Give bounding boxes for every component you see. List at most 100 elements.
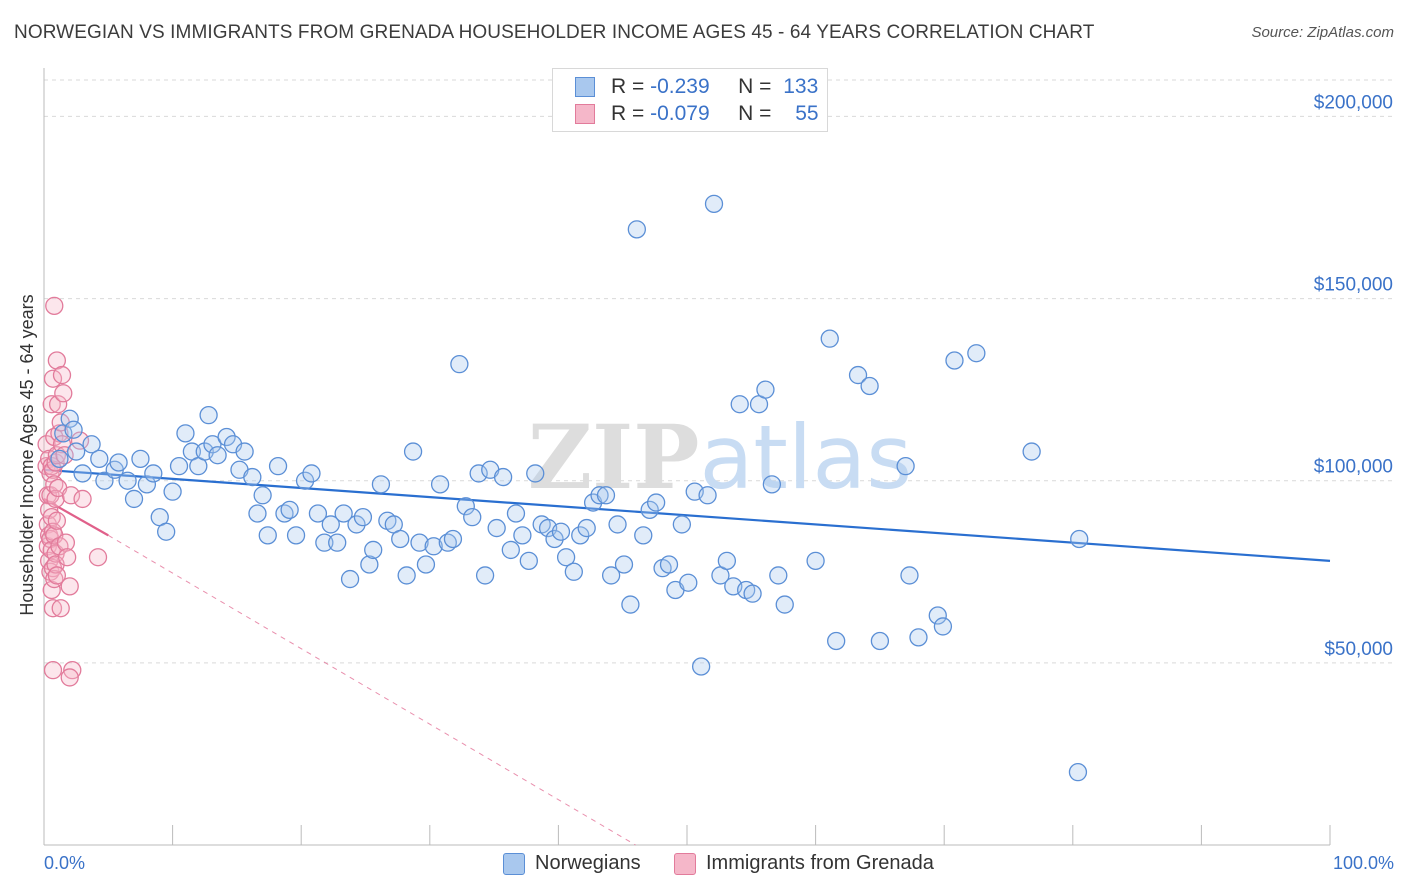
point-norwegian [621,595,640,614]
point-norwegian [827,631,846,651]
x-tick-label-min: 0.0% [44,853,85,873]
trend-norwegians [43,468,1331,562]
point-norwegian [131,449,150,469]
legend-row-norwegians: R = -0.239 N = 133 [575,74,818,100]
y-axis-title: Householder Income Ages 45 - 64 years [17,294,37,615]
point-grenada [60,668,79,687]
point-norwegian [659,555,679,574]
point-norwegian [397,566,416,585]
point-norwegian [608,515,627,534]
y-tick-label: $100,000 [1314,457,1393,478]
point-norwegian [646,493,666,512]
point-norwegian [50,449,69,469]
point-grenada [54,384,73,403]
point-grenada [43,460,63,479]
point-norwegian [360,555,379,574]
point-norwegian [450,354,469,374]
point-norwegian [806,551,825,571]
point-norwegian [704,194,724,214]
point-norwegian [519,551,538,571]
point-norwegian [848,365,868,385]
point-grenada [73,489,92,509]
point-norwegian [860,376,879,396]
trend-grenada [43,497,109,537]
source-label: Source: ZipAtlas.com [1251,24,1394,41]
point-norwegian [691,657,711,676]
y-tick-label: $50,000 [1324,639,1393,660]
point-norwegian [73,464,92,483]
point-norwegian [526,464,545,483]
point-norwegian [60,409,79,428]
point-norwegian [67,442,86,461]
point-norwegian [775,595,794,614]
point-norwegian [769,566,788,585]
point-norwegian [253,486,272,505]
point-norwegian [286,526,306,545]
point-norwegian [564,562,583,581]
trend-lines [43,468,1331,846]
legend-item-grenada: Immigrants from Grenada [674,852,934,875]
legend-r-label: R = [611,75,645,98]
legend-item-norwegians: Norwegians [503,852,641,875]
point-norwegian [506,504,526,523]
point-norwegian [82,435,101,454]
point-norwegian [627,220,646,239]
point-norwegian [1070,529,1089,549]
series-grenada [37,296,108,687]
legend-n-label: N = [738,102,772,125]
point-norwegian [163,482,182,501]
legend-label-grenada: Immigrants from Grenada [706,852,934,874]
legend-label-norwegians: Norwegians [535,852,641,874]
point-grenada [63,660,82,680]
point-norwegian [243,467,262,487]
point-norwegian [493,467,513,487]
legend-n-value: 133 [783,75,819,98]
point-norwegian [217,427,236,447]
point-norwegian [364,540,383,560]
legend-r-value: -0.239 [650,75,710,98]
point-norwegian [596,486,616,505]
point-norwegian [551,522,571,541]
point-norwegian [928,606,947,625]
point-grenada [70,431,90,450]
point-norwegian [967,344,986,363]
point-grenada [48,395,68,414]
point-norwegian [743,584,762,603]
point-norwegian [909,628,928,647]
point-norwegian [328,533,347,552]
point-norwegian [443,529,463,549]
point-norwegian [717,551,737,571]
point-norwegian [295,471,315,490]
point-grenada [43,599,63,618]
point-grenada [52,365,72,385]
point-norwegian [577,518,596,538]
point-norwegian [896,456,915,476]
point-grenada [47,511,67,530]
point-norwegian [601,566,621,585]
point-norwegian [545,529,564,549]
point-norwegian [340,569,360,589]
point-norwegian [487,518,506,538]
point-grenada [57,548,77,567]
point-norwegian [137,475,157,494]
point-norwegian [756,380,775,399]
point-norwegian [571,526,590,545]
point-norwegian [199,405,218,425]
point-grenada [43,369,63,388]
point-norwegian [391,529,410,549]
point-norwegian [456,497,475,516]
point-norwegian [672,515,692,534]
point-grenada [46,489,65,509]
legend-swatch-pink [575,104,595,124]
point-grenada [42,395,61,414]
point-norwegian [730,395,749,414]
point-norwegian [334,504,353,523]
point-grenada [51,599,70,618]
point-norwegian [157,522,176,541]
point-norwegian [1022,442,1041,461]
point-norwegian [208,446,227,465]
point-norwegian [698,486,717,505]
point-norwegian [308,504,328,523]
point-norwegian [410,533,429,552]
point-norwegian [640,500,659,520]
